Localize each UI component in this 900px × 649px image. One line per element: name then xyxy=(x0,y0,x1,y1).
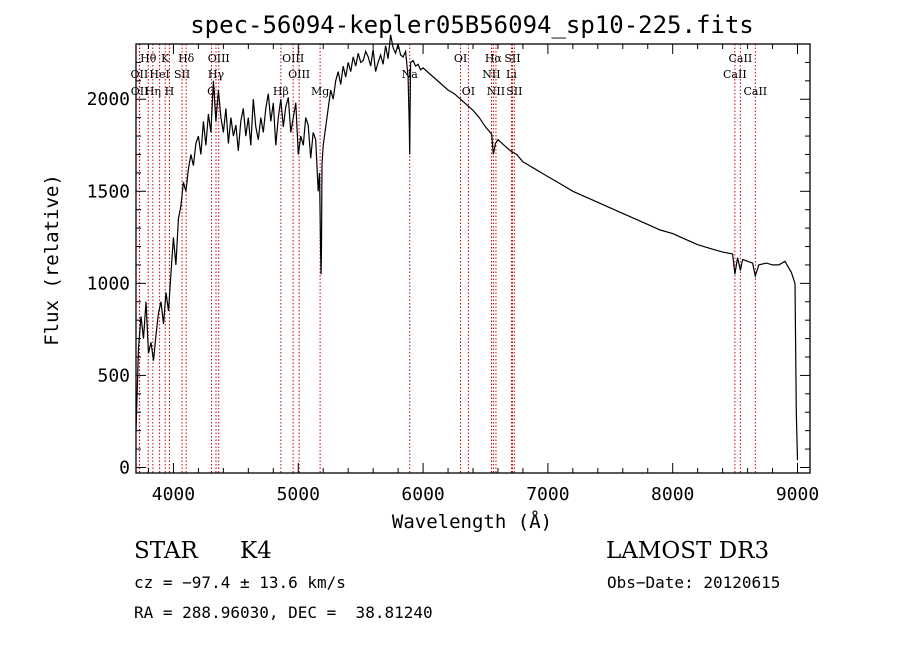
spectral-subclass: K4 xyxy=(240,538,272,564)
x-tick-label: 9000 xyxy=(776,484,819,505)
x-tick-label: 6000 xyxy=(401,484,444,505)
y-tick-label: 1000 xyxy=(87,273,130,294)
marker-label: CaII xyxy=(729,52,753,65)
observation-date: Obs−Date: 20120615 xyxy=(607,573,781,592)
marker-label: Hδ xyxy=(178,52,195,65)
marker-label: SII xyxy=(506,85,522,98)
marker-label: HeI xyxy=(149,68,169,81)
y-axis: 0 500 1000 1500 2000 xyxy=(87,61,810,478)
y-axis-label: Flux (relative) xyxy=(41,174,63,346)
marker-label: Hβ xyxy=(273,85,289,98)
marker-label: CaII xyxy=(743,85,767,98)
marker-label: Hθ xyxy=(140,52,157,65)
marker-label: OI xyxy=(454,52,467,65)
marker-label: OII xyxy=(131,85,149,98)
marker-label: K xyxy=(161,52,170,65)
x-tick-label: 7000 xyxy=(526,484,569,505)
spectrum-line xyxy=(135,34,799,461)
x-tick-label: 8000 xyxy=(651,484,694,505)
x-axis-label: Wavelength (Å) xyxy=(392,510,552,533)
y-tick-label: 0 xyxy=(119,457,130,478)
marker-label: OII xyxy=(131,68,149,81)
line-marker-lines xyxy=(138,44,756,473)
marker-label: NII xyxy=(482,68,500,81)
survey-name: LAMOST DR3 xyxy=(606,538,770,564)
marker-label: Hγ xyxy=(208,68,225,81)
marker-label: Hη xyxy=(145,85,161,98)
marker-label: H xyxy=(165,85,175,98)
spectrum-chart: spec-56094-kepler05B56094_sp10-225.fits … xyxy=(41,11,819,533)
x-axis: 4000 5000 6000 7000 8000 9000 xyxy=(147,44,819,505)
x-tick-label: 4000 xyxy=(152,484,195,505)
plot-frame xyxy=(135,43,811,474)
marker-label: Hα xyxy=(485,52,503,65)
y-tick-label: 2000 xyxy=(87,89,130,110)
marker-label: OI xyxy=(462,85,475,98)
redshift-cz: cz = −97.4 ± 13.6 km/s xyxy=(134,573,346,592)
marker-label: G xyxy=(207,85,216,98)
marker-label: Li xyxy=(506,68,517,81)
marker-label: SII xyxy=(174,68,190,81)
marker-label: Mg xyxy=(311,85,329,98)
marker-label: SII xyxy=(504,52,520,65)
chart-title: spec-56094-kepler05B56094_sp10-225.fits xyxy=(190,11,754,39)
coordinates: RA = 288.96030, DEC = 38.81240 xyxy=(134,603,433,622)
marker-label: NII xyxy=(487,85,505,98)
marker-label: CaII xyxy=(723,68,747,81)
y-tick-label: 1500 xyxy=(87,181,130,202)
marker-label: OIII xyxy=(208,52,230,65)
marker-label: OIII xyxy=(288,68,310,81)
x-tick-label: 5000 xyxy=(277,484,320,505)
object-class: STAR xyxy=(134,538,198,564)
y-tick-label: 500 xyxy=(97,365,130,386)
marker-label: OIII xyxy=(282,52,304,65)
